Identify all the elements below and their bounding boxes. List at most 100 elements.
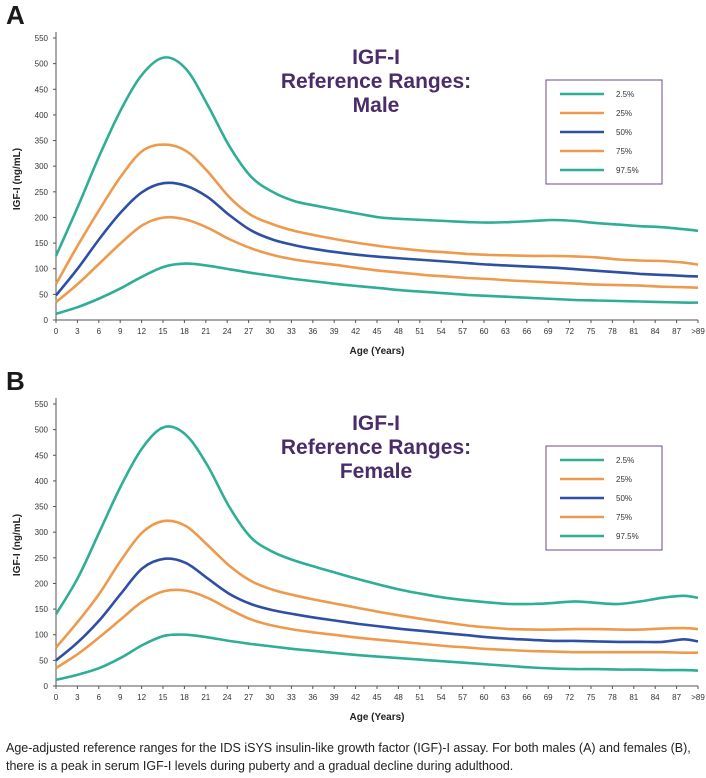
x-tick-label: 6 <box>97 327 102 336</box>
x-tick-label: 33 <box>287 327 296 336</box>
x-tick-label: 87 <box>672 327 681 336</box>
series-line-75pct <box>54 143 699 285</box>
x-tick-label: 81 <box>629 693 638 702</box>
x-tick-label: 6 <box>97 693 102 702</box>
x-tick-label: 30 <box>266 693 275 702</box>
y-tick-label: 300 <box>35 162 49 171</box>
y-tick-label: 50 <box>39 290 48 299</box>
x-tick-label: 84 <box>651 327 660 336</box>
y-axis-title: IGF-I (ng/mL) <box>12 514 23 576</box>
y-tick-label: 400 <box>35 111 49 120</box>
y-tick-label: 250 <box>35 188 49 197</box>
x-tick-label: 15 <box>159 693 168 702</box>
legend-label: 2.5% <box>616 456 634 465</box>
x-tick-label: 9 <box>118 327 123 336</box>
x-tick-label: 66 <box>522 327 531 336</box>
series-line-25pct <box>55 215 699 304</box>
y-tick-label: 150 <box>35 239 49 248</box>
y-tick-label: 350 <box>35 137 49 146</box>
x-tick-label: 54 <box>437 693 446 702</box>
series-line-50pct <box>55 557 699 662</box>
series-line-2-5pct <box>55 633 699 682</box>
chart-title-line: Reference Ranges: <box>281 436 471 459</box>
legend-label: 50% <box>616 494 632 503</box>
legend-label: 2.5% <box>616 90 634 99</box>
x-tick-label: 24 <box>223 327 232 336</box>
y-axis-title: IGF-I (ng/mL) <box>12 148 23 210</box>
y-tick-label: 150 <box>35 605 49 614</box>
x-axis-title: Age (Years) <box>349 346 404 357</box>
series-line-2-5pct <box>55 262 699 316</box>
x-tick-label: 72 <box>565 693 574 702</box>
chart-title-line: IGF-I <box>352 46 400 69</box>
x-tick-label: 15 <box>159 327 168 336</box>
x-tick-label: 12 <box>137 327 146 336</box>
x-tick-label: 42 <box>351 693 360 702</box>
y-tick-label: 500 <box>35 60 49 69</box>
x-tick-label: 81 <box>629 327 638 336</box>
panel-label: A <box>6 0 25 30</box>
legend-label: 25% <box>616 475 632 484</box>
y-tick-label: 200 <box>35 579 49 588</box>
x-tick-label: 36 <box>308 693 317 702</box>
chart-panel-male: A 0 50 100 150 200 250 300 350 400 450 500 550 0 3 6 9 1… <box>0 0 706 360</box>
y-tick-label: 100 <box>35 631 49 640</box>
x-tick-label: 0 <box>54 327 59 336</box>
y-tick-label: 200 <box>35 213 49 222</box>
x-tick-label: 36 <box>308 327 317 336</box>
x-tick-label: 78 <box>608 693 617 702</box>
legend-label: 25% <box>616 109 632 118</box>
x-tick-label: 18 <box>180 693 189 702</box>
x-tick-label: 84 <box>651 693 660 702</box>
y-tick-label: 250 <box>35 554 49 563</box>
x-tick-label: 3 <box>75 693 80 702</box>
x-tick-label: 72 <box>565 327 574 336</box>
x-tick-label: 63 <box>501 693 510 702</box>
panel-label: B <box>6 366 25 396</box>
legend-label: 75% <box>616 147 632 156</box>
x-tick-label: 45 <box>373 693 382 702</box>
x-tick-label: 60 <box>480 327 489 336</box>
x-tick-label: 39 <box>330 327 339 336</box>
x-tick-label: 51 <box>415 693 424 702</box>
x-tick-label: 9 <box>118 693 123 702</box>
legend-label: 50% <box>616 128 632 137</box>
x-tick-label: 33 <box>287 693 296 702</box>
y-tick-label: 550 <box>35 34 49 43</box>
x-tick-label: 30 <box>266 327 275 336</box>
x-tick-label: 21 <box>201 327 210 336</box>
y-tick-label: 300 <box>35 528 49 537</box>
x-tick-label: 39 <box>330 693 339 702</box>
y-tick-label: 350 <box>35 503 49 512</box>
x-tick-label: 57 <box>458 693 467 702</box>
chart-panel-female: B 0 50 100 150 200 250 300 350 400 450 500 550 0 3 6 9 1… <box>0 366 706 726</box>
x-tick-label: 69 <box>544 327 553 336</box>
chart-title-line: IGF-I <box>352 412 400 435</box>
x-tick-label: 66 <box>522 693 531 702</box>
x-tick-label: 69 <box>544 693 553 702</box>
x-tick-label: 54 <box>437 327 446 336</box>
x-tick-label: 57 <box>458 327 467 336</box>
x-tick-label: 42 <box>351 327 360 336</box>
y-tick-label: 500 <box>35 426 49 435</box>
x-tick-label: 75 <box>587 327 596 336</box>
x-tick-label: 3 <box>75 327 80 336</box>
y-tick-label: 0 <box>44 682 49 691</box>
x-tick-label: 87 <box>672 693 681 702</box>
x-tick-label: 18 <box>180 327 189 336</box>
legend-label: 97.5% <box>616 532 639 541</box>
x-axis-title: Age (Years) <box>349 712 404 723</box>
x-tick-label: 51 <box>415 327 424 336</box>
x-tick-label: 27 <box>244 693 253 702</box>
x-tick-label: 12 <box>137 693 146 702</box>
x-tick-label: 75 <box>587 693 596 702</box>
legend-label: 75% <box>616 513 632 522</box>
x-tick-label: 21 <box>201 693 210 702</box>
series-line-97-5pct <box>54 56 699 257</box>
series-line-50pct <box>54 181 699 297</box>
x-tick-label: 48 <box>394 327 403 336</box>
chart-title-line: Reference Ranges: <box>281 70 471 93</box>
y-tick-label: 50 <box>39 656 48 665</box>
